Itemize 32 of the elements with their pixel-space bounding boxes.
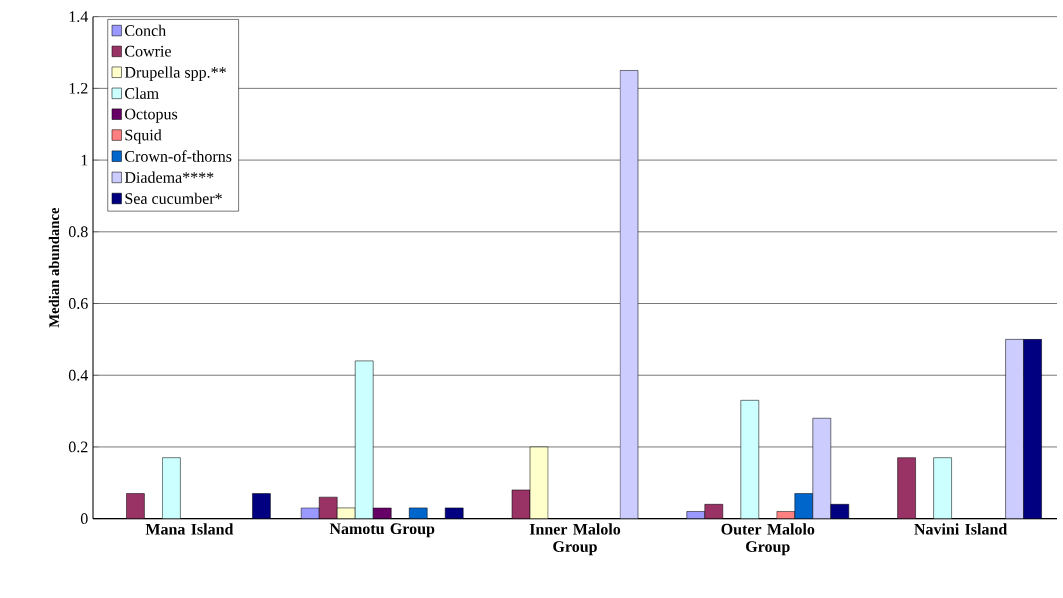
y-tick-label: 1.2 (69, 82, 88, 94)
legend-label: Octopus (125, 108, 178, 123)
y-tick-label: 1 (81, 154, 88, 166)
legend-label: Drupella spp.** (124, 66, 226, 81)
bar (408, 507, 428, 519)
bar (1005, 339, 1024, 519)
bar (252, 493, 271, 519)
bar (933, 457, 952, 519)
legend-label: Cowrie (125, 45, 171, 57)
bar (162, 457, 181, 519)
x-tick-label: Namotu Group (329, 523, 435, 538)
y-axis-title: Median abundance (48, 207, 60, 328)
x-tick-label: Outer Malolo Group (721, 523, 815, 556)
legend-label: Clam (125, 87, 159, 99)
legend-label: Squid (125, 129, 162, 144)
y-tick-label: 0.8 (68, 226, 88, 238)
y-tick-label: 1.4 (69, 11, 89, 23)
bar (812, 417, 832, 519)
legend-label: Sea cucumber* (125, 192, 222, 204)
x-tick-label: Inner Malolo Group (529, 523, 621, 556)
legend-label: Diadema**** (124, 171, 214, 183)
y-tick-label: 0.6 (68, 298, 88, 309)
y-tick-label: 0 (80, 513, 88, 525)
x-tick-label: Mana Island (145, 523, 234, 535)
y-tick-label: 0.2 (68, 441, 88, 453)
x-tick-label: Navini Island (914, 523, 1008, 535)
y-tick-label: 0.4 (68, 369, 89, 381)
legend-label: Conch (125, 24, 166, 37)
bar (897, 457, 916, 519)
bar (126, 493, 145, 519)
legend-label: Crown-of-thorns (125, 150, 232, 162)
bar (444, 507, 464, 519)
